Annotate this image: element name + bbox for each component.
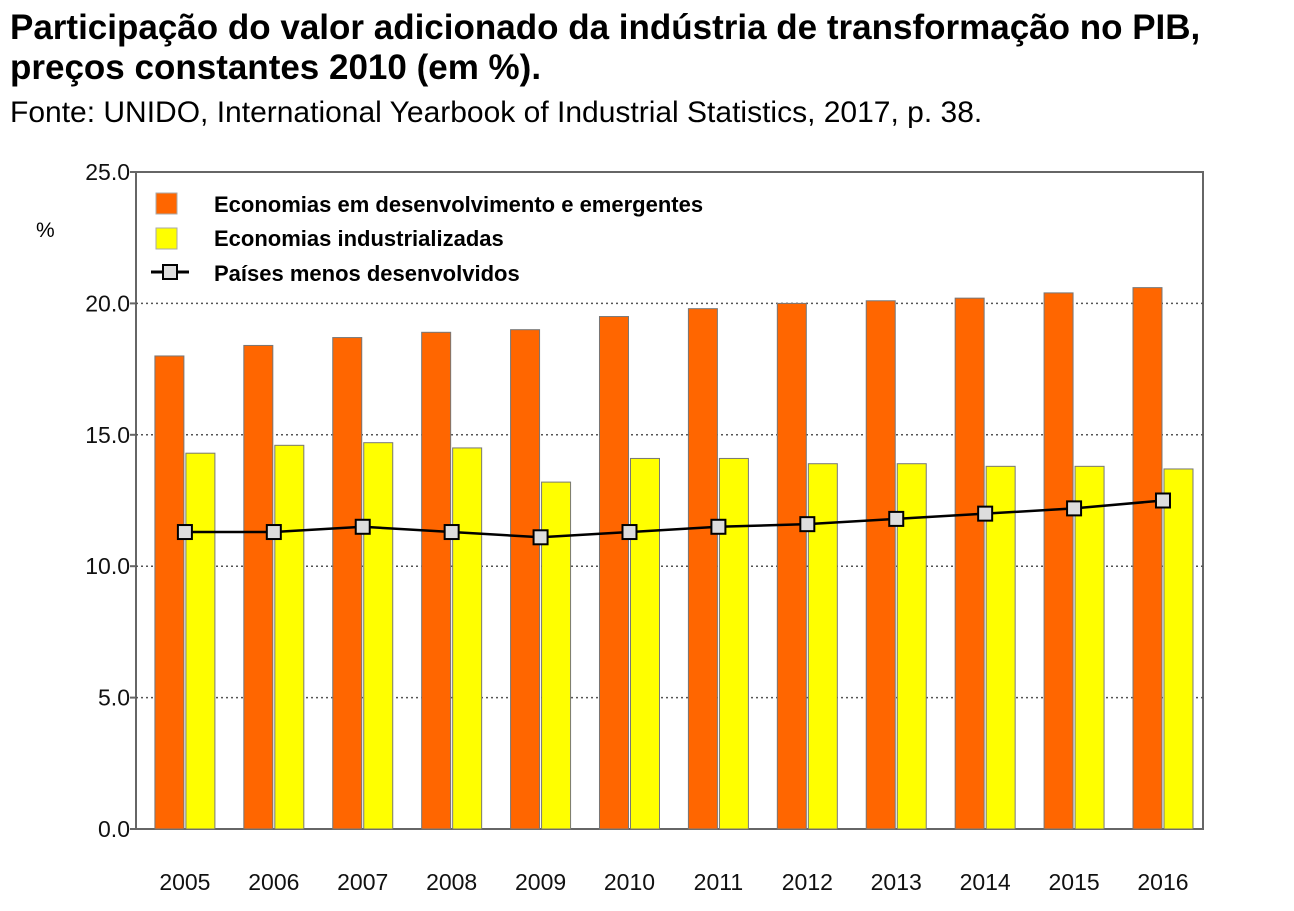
line-point-2014 [977, 505, 994, 522]
x-tick-label: 2014 [960, 869, 1011, 895]
legend-swatch-desenvolvimento [155, 192, 178, 215]
bar-desenvolvimento-2012 [776, 302, 807, 830]
x-tick-labels: 2005 2006 2007 2008 2009 2010 2011 2012 2013 2014… [159, 869, 1188, 895]
line-point-2011 [710, 518, 727, 535]
x-tick-label: 2011 [694, 869, 743, 895]
bar-desenvolvimento-2006 [243, 344, 274, 830]
line-point-2006 [265, 524, 282, 541]
x-tick-label: 2016 [1137, 869, 1188, 895]
y-axis-label: % [36, 219, 55, 242]
legend: Economias em desenvolvimento e emergente… [151, 192, 703, 286]
bar-industrializadas-2014 [985, 465, 1016, 830]
legend-label-industrializadas: Economias industrializadas [214, 226, 504, 251]
x-tick-label: 2010 [604, 869, 655, 895]
y-tick-label: 15.0 [85, 422, 130, 448]
x-tick-label: 2008 [426, 869, 477, 895]
line-point-2013 [888, 510, 905, 527]
bar-industrializadas-2010 [629, 457, 660, 830]
bar-industrializadas-2005 [185, 452, 216, 830]
bar-industrializadas-2008 [452, 447, 483, 830]
y-tick-labels: 0.0 5.0 10.0 15.0 20.0 25.0 [85, 159, 130, 842]
bar-desenvolvimento-2005 [154, 355, 185, 830]
bar-desenvolvimento-2013 [865, 300, 896, 830]
x-tick-label: 2007 [337, 869, 388, 895]
bars [154, 287, 1194, 830]
bar-industrializadas-2016 [1163, 468, 1194, 830]
y-tick-label: 0.0 [98, 816, 130, 842]
line-point-2005 [176, 524, 193, 541]
legend-marker-menos-desenvolvidos [162, 264, 178, 280]
bar-desenvolvimento-2014 [954, 297, 985, 830]
line-point-2012 [799, 516, 816, 533]
y-tick-label: 5.0 [98, 685, 130, 711]
line-point-2007 [354, 518, 371, 535]
bar-industrializadas-2007 [363, 442, 394, 830]
x-tick-label: 2013 [871, 869, 922, 895]
bar-desenvolvimento-2010 [598, 316, 629, 830]
chart-source: Fonte: UNIDO, International Yearbook of … [10, 96, 983, 129]
x-tick-label: 2009 [515, 869, 566, 895]
line-point-2015 [1066, 500, 1083, 517]
line-series [176, 492, 1171, 546]
grid-lines [130, 171, 1203, 830]
legend-swatch-industrializadas [155, 227, 178, 250]
plot-area [135, 171, 1204, 830]
bar-desenvolvimento-2007 [332, 337, 363, 830]
bar-desenvolvimento-2009 [510, 329, 541, 830]
x-tick-label: 2012 [782, 869, 833, 895]
x-tick-label: 2006 [248, 869, 299, 895]
y-tick-label: 10.0 [85, 553, 130, 579]
legend-label-menos-desenvolvidos: Países menos desenvolvidos [214, 261, 520, 286]
line-point-2010 [621, 524, 638, 541]
bar-desenvolvimento-2016 [1132, 287, 1163, 830]
bar-desenvolvimento-2008 [421, 331, 452, 830]
chart-title: Participação do valor adicionado da indú… [10, 8, 1201, 87]
y-tick-label: 25.0 [85, 159, 130, 185]
legend-label-desenvolvimento: Economias em desenvolvimento e emergente… [214, 192, 703, 217]
bar-industrializadas-2015 [1074, 465, 1105, 830]
bar-desenvolvimento-2011 [687, 308, 718, 830]
y-tick-label: 20.0 [85, 290, 130, 316]
x-tick-label: 2005 [159, 869, 210, 895]
line-point-2016 [1154, 492, 1171, 509]
line-point-2009 [532, 529, 549, 546]
bar-industrializadas-2011 [718, 457, 749, 830]
line-menos-desenvolvidos [184, 499, 1164, 539]
x-tick-label: 2015 [1048, 869, 1099, 895]
line-point-2008 [443, 524, 460, 541]
bar-industrializadas-2006 [274, 444, 305, 830]
bar-desenvolvimento-2015 [1043, 292, 1074, 830]
